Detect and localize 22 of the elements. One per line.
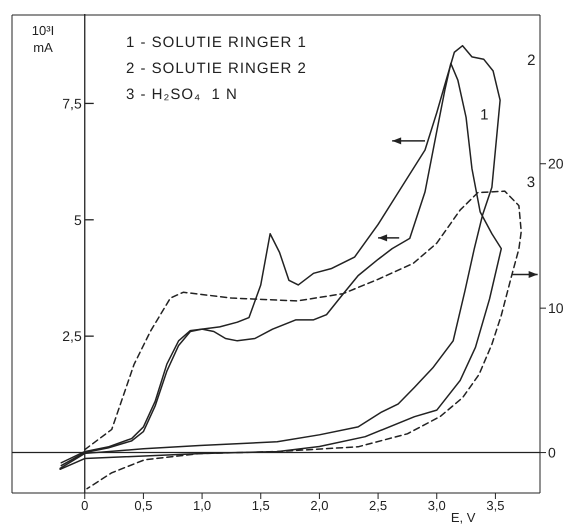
x-tick-label: 1,0 <box>193 498 212 514</box>
x-tick-label: 0 <box>81 498 88 514</box>
x-tick-label: 3,5 <box>486 498 504 514</box>
x-tick-label: 3,0 <box>428 498 446 514</box>
y2-tick-label: 0 <box>548 444 556 461</box>
annotation: 3 - H₂SO₄ 1 N <box>126 86 238 103</box>
y-tick-label: 5 <box>74 212 82 228</box>
y2-tick-label: 20 <box>548 156 564 172</box>
annotation: 2 - SOLUTIE RINGER 2 <box>126 60 307 77</box>
y2-tick-label: 10 <box>548 300 564 316</box>
x-tick-label: 1,5 <box>252 498 270 514</box>
annotation: 1 - SOLUTIE RINGER 1 <box>126 34 307 51</box>
x-axis-title: E, V <box>450 510 476 525</box>
x-tick-label: 2,5 <box>369 498 388 514</box>
y-tick-label: 7,5 <box>62 95 82 112</box>
y-axis-title: 10³I mA <box>30 22 56 56</box>
series-label: 3 <box>526 174 536 192</box>
text: 2 <box>527 52 536 69</box>
y-tick-label: 2,5 <box>62 328 82 344</box>
x-tick-label: 0,5 <box>134 498 152 514</box>
x-tick-label: 2,0 <box>310 498 328 514</box>
series-label: 1 <box>480 106 488 124</box>
